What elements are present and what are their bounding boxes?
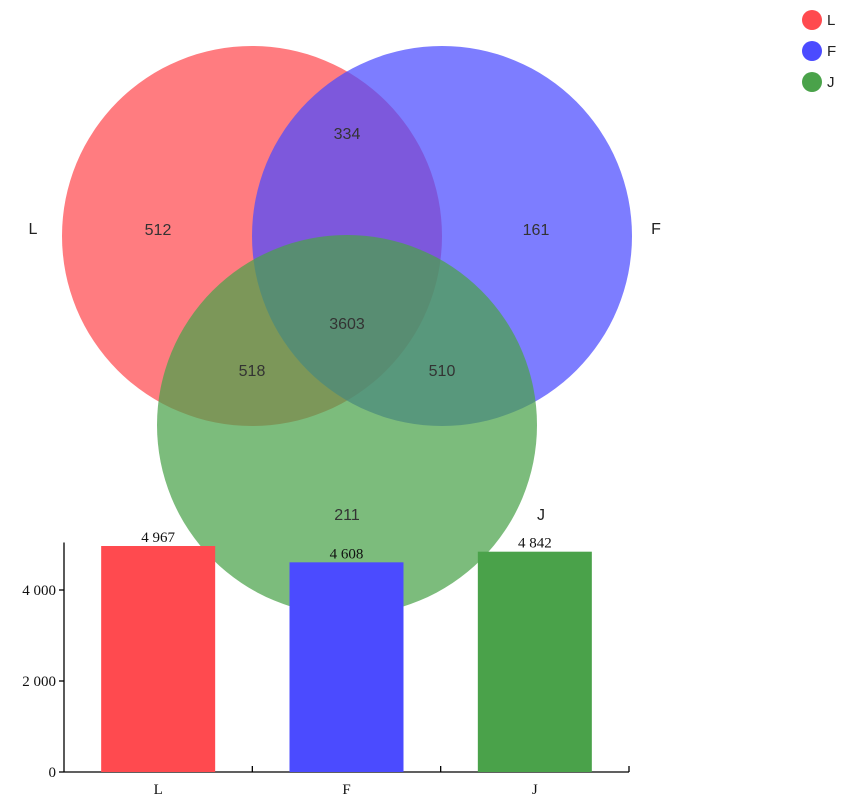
region-L-F-count: 334	[334, 126, 361, 143]
bar-J	[477, 551, 592, 772]
region-L-J-count: 518	[239, 363, 266, 380]
bar-value-label-F: 4 608	[330, 546, 364, 562]
venn-circle-J	[157, 235, 537, 615]
set-size-bar-chart: 0 2 000 4 000 4 967 L 4 608 F 4 842 J	[22, 530, 630, 798]
x-tick-label-F: F	[342, 782, 350, 798]
set-label-L: L	[29, 221, 38, 238]
legend-item-J: J	[802, 72, 835, 92]
set-label-F: F	[651, 221, 661, 238]
region-L-only-count: 512	[145, 222, 172, 239]
y-tick-label-2000: 2 000	[22, 674, 56, 690]
legend: L F J	[802, 10, 836, 92]
region-F-only-count: 161	[523, 222, 550, 239]
y-tick-label-0: 0	[49, 765, 57, 781]
region-F-J-count: 510	[429, 363, 456, 380]
x-tick-label-L: L	[154, 782, 163, 798]
legend-item-L: L	[802, 10, 835, 30]
legend-label-F: F	[827, 43, 836, 60]
legend-label-J: J	[827, 74, 835, 91]
region-L-F-J-count: 3603	[329, 316, 365, 333]
legend-swatch-F	[802, 41, 822, 61]
set-label-J: J	[537, 507, 545, 524]
legend-swatch-J	[802, 72, 822, 92]
legend-item-F: F	[802, 41, 836, 61]
bar-value-label-J: 4 842	[518, 536, 552, 552]
bar-L	[101, 546, 216, 772]
region-J-only-count: 211	[334, 507, 360, 524]
y-tick-label-4000: 4 000	[22, 583, 56, 599]
venn-diagram: 512 161 211 334 518 510 3603 L F J	[29, 46, 661, 615]
bar-value-label-L: 4 967	[141, 530, 175, 546]
legend-swatch-L	[802, 10, 822, 30]
x-tick-label-J: J	[532, 782, 538, 798]
bar-F	[289, 562, 404, 772]
legend-label-L: L	[827, 12, 835, 29]
